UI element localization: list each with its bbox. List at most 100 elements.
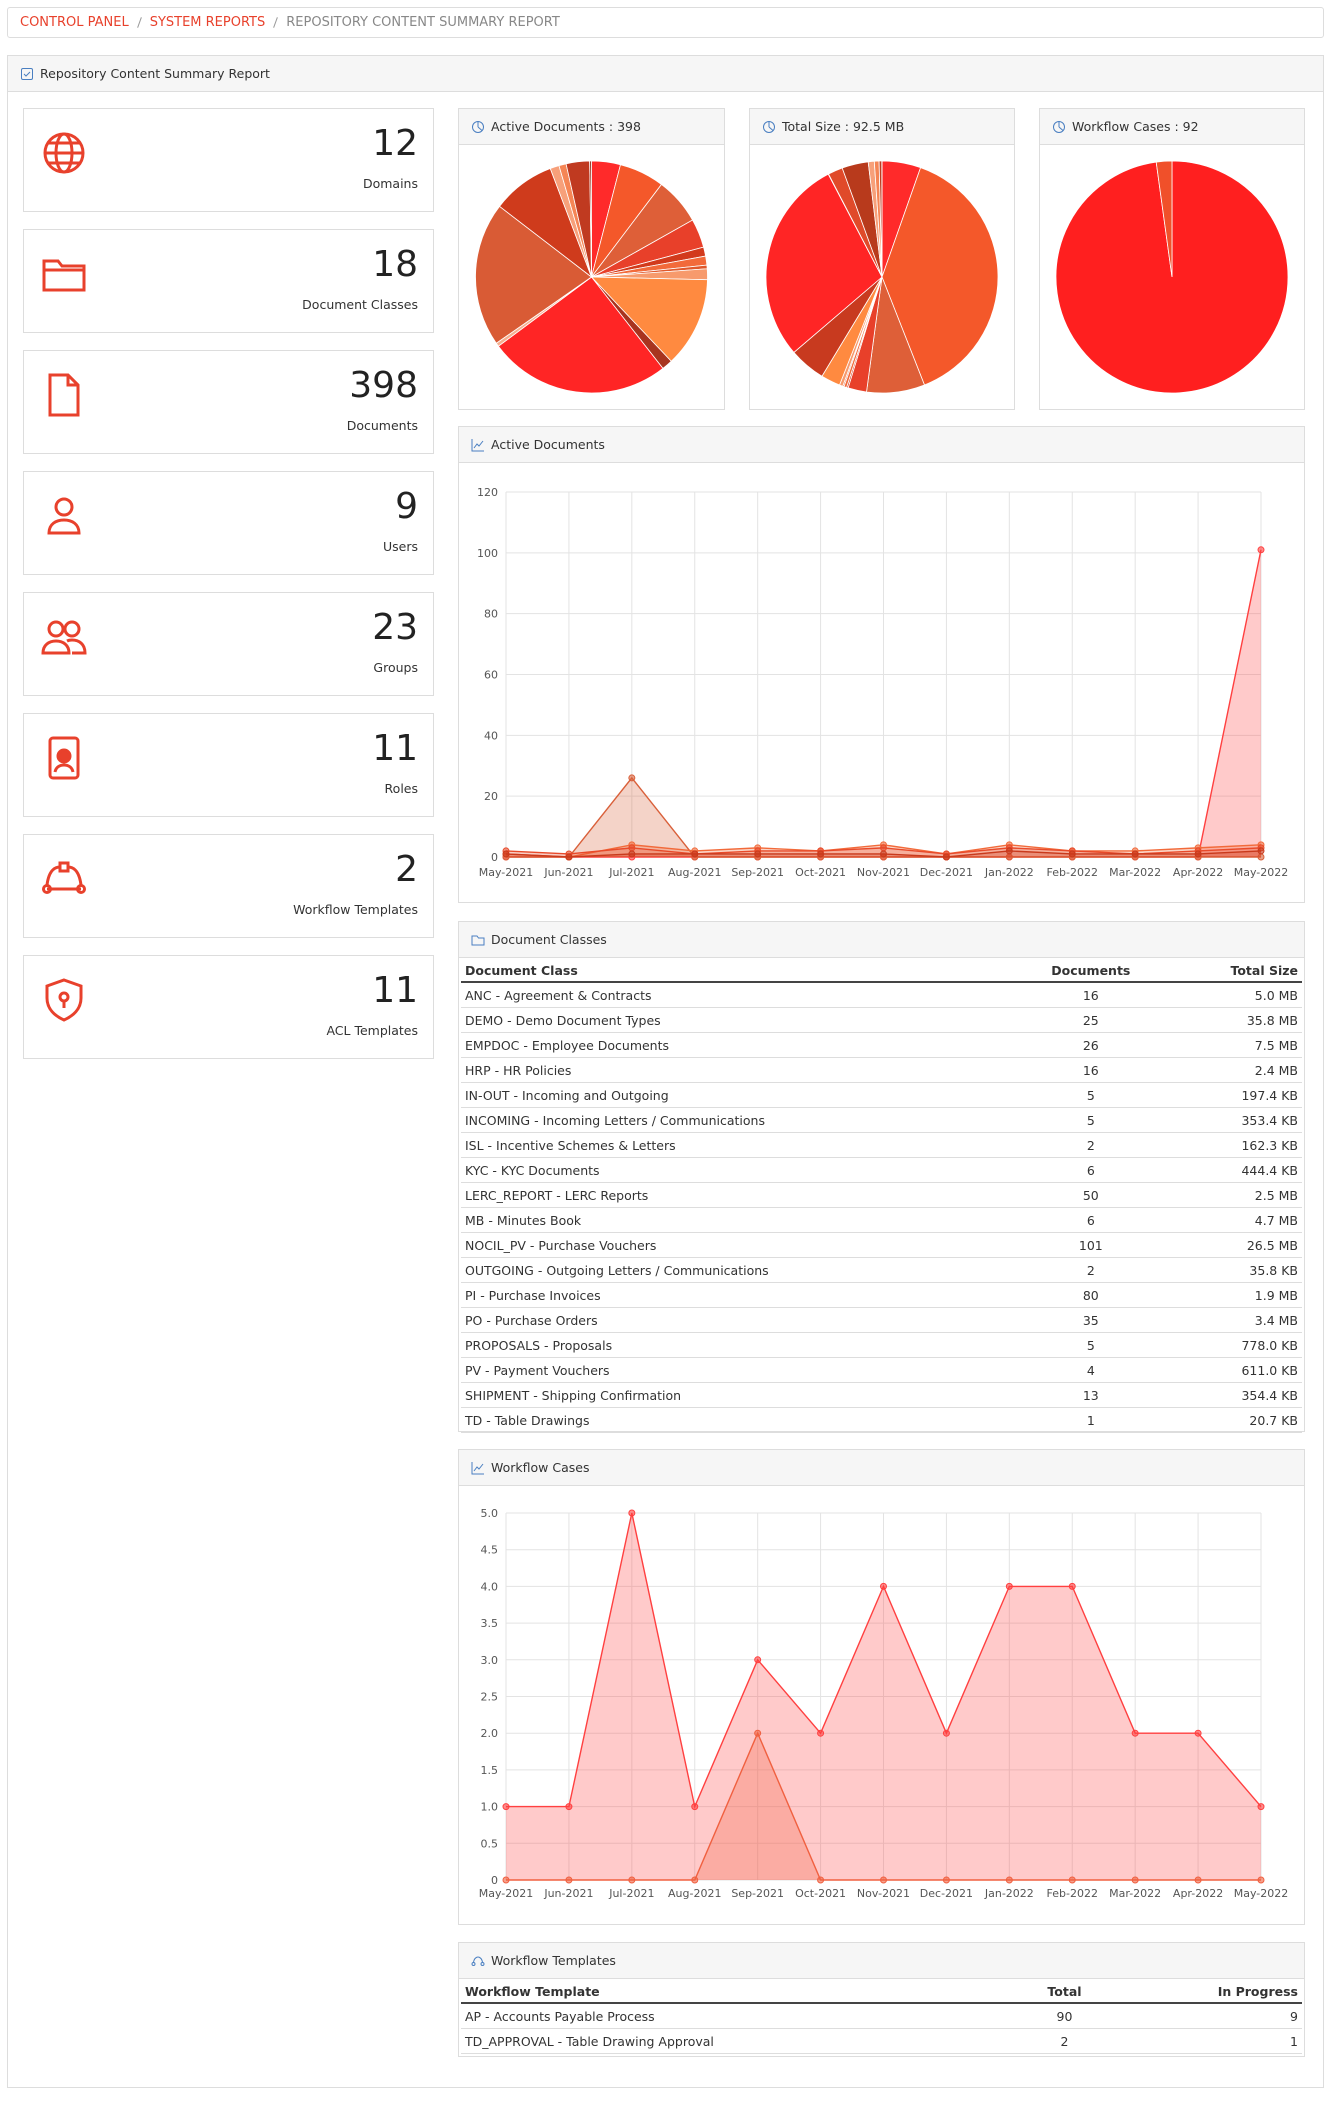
series-point xyxy=(1257,1876,1265,1884)
table-cell: OUTGOING - Outgoing Letters / Communicat… xyxy=(461,1257,1014,1283)
series-point xyxy=(628,850,636,858)
table-row: AP - Accounts Payable Process 90 9 xyxy=(461,2003,1302,2029)
pie-slice xyxy=(589,160,592,278)
series-point xyxy=(1131,1729,1139,1737)
table-cell: 35.8 MB xyxy=(1168,1007,1302,1033)
table-row: SHIPMENT - Shipping Confirmation 13 354.4 … xyxy=(461,1382,1302,1408)
panel-title: Workflow Cases xyxy=(491,1460,590,1475)
stat-icon xyxy=(48,373,80,417)
y-tick-label: 2.0 xyxy=(481,1727,499,1740)
stat-card: 23 Groups xyxy=(23,592,434,696)
x-tick-label: Jul-2021 xyxy=(608,866,654,879)
pie-slice xyxy=(590,276,708,362)
y-tick-label: 1.5 xyxy=(481,1764,499,1777)
pie-icon xyxy=(472,120,484,133)
table-cell: 26.5 MB xyxy=(1168,1232,1302,1258)
column-header: In Progress xyxy=(1110,1981,1302,2004)
table-header-row: Workflow Template Total In Progress xyxy=(461,1981,1302,2004)
table-cell: EMPDOC - Employee Documents xyxy=(461,1032,1014,1058)
table-cell: 7.5 MB xyxy=(1168,1032,1302,1058)
y-tick-label: 0 xyxy=(491,851,498,864)
stat-value: 398 xyxy=(349,365,418,406)
series-point xyxy=(1068,850,1076,858)
table-cell: 2 xyxy=(1018,2028,1111,2054)
table-row: PO - Purchase Orders 35 3.4 MB xyxy=(461,1307,1302,1333)
table-row: IN-OUT - Incoming and Outgoing 5 197.4 KB xyxy=(461,1082,1302,1108)
series-point xyxy=(880,1876,887,1884)
series-point xyxy=(1068,1876,1076,1884)
table-cell: PO - Purchase Orders xyxy=(461,1307,1014,1333)
x-tick-label: Apr-2022 xyxy=(1173,1887,1223,1900)
table-cell: 1.9 MB xyxy=(1168,1282,1302,1308)
table-row: TD - Table Drawings 1 20.7 KB xyxy=(461,1407,1302,1433)
column-header: Documents xyxy=(1013,960,1169,983)
breadcrumb-item[interactable]: SYSTEM REPORTS xyxy=(149,15,266,30)
x-tick-label: Nov-2021 xyxy=(857,866,910,879)
table-cell: PI - Purchase Invoices xyxy=(461,1282,1014,1308)
pie-slice xyxy=(475,205,593,344)
x-tick-label: Jun-2021 xyxy=(543,1887,593,1900)
x-tick-label: May-2022 xyxy=(1234,866,1289,879)
series-point xyxy=(565,1803,573,1811)
series-point xyxy=(942,1729,950,1737)
table-cell: 5.0 MB xyxy=(1168,982,1302,1008)
table-cell: 2 xyxy=(1013,1257,1169,1283)
x-tick-label: Feb-2022 xyxy=(1047,866,1098,879)
stat-label: ACL Templates xyxy=(326,1023,418,1038)
pie-slice xyxy=(765,173,883,353)
x-tick-label: May-2021 xyxy=(479,866,534,879)
x-tick-label: May-2022 xyxy=(1234,1887,1289,1900)
table-cell: 1 xyxy=(1110,2028,1302,2054)
table-row: EMPDOC - Employee Documents 26 7.5 MB xyxy=(461,1032,1302,1058)
series-area xyxy=(506,1513,1261,1880)
flow-icon xyxy=(471,1955,485,1966)
table-row: OUTGOING - Outgoing Letters / Communicat… xyxy=(461,1257,1302,1283)
chart-panel: Document Classes Document Class Documents T… xyxy=(458,921,1305,1433)
stat-card: 9 Users xyxy=(23,471,434,575)
x-tick-label: Jun-2021 xyxy=(543,866,593,879)
chart-panel: Total Size : 92.5 MB xyxy=(749,108,1015,410)
table-cell: 611.0 KB xyxy=(1168,1357,1302,1383)
panel-header: Document Classes xyxy=(459,922,1304,958)
series-point xyxy=(1005,847,1013,855)
breadcrumb-item[interactable]: CONTROL PANEL xyxy=(20,15,129,30)
y-tick-label: 120 xyxy=(477,486,498,499)
column-header: Total xyxy=(1018,1981,1111,2004)
stat-icon xyxy=(42,259,86,292)
x-tick-label: Jan-2022 xyxy=(984,866,1034,879)
series-point xyxy=(502,1803,510,1811)
table-cell: PV - Payment Vouchers xyxy=(461,1357,1014,1383)
series-point xyxy=(754,850,762,858)
series-point xyxy=(1005,1876,1013,1884)
panel-header: Workflow Templates xyxy=(459,1943,1304,1979)
table-wrap: Document Class Documents Total Size ANC - A… xyxy=(461,960,1302,1433)
pie-slice xyxy=(497,276,664,394)
stat-value: 9 xyxy=(395,486,418,527)
series-point xyxy=(1131,1876,1139,1884)
panel-header: Active Documents : 398 xyxy=(459,109,724,145)
y-tick-label: 4.5 xyxy=(481,1544,499,1557)
series-point xyxy=(817,850,825,858)
stat-icon xyxy=(45,978,83,1022)
table-row: ISL - Incentive Schemes & Letters 2 162.3 … xyxy=(461,1132,1302,1158)
table-cell: 25 xyxy=(1013,1007,1169,1033)
table-cell: 2 xyxy=(1013,1132,1169,1158)
stat-card: 12 Domains xyxy=(23,108,434,212)
column-header: Workflow Template xyxy=(461,1981,1019,2004)
table-cell: 6 xyxy=(1013,1207,1169,1233)
table-cell: 50 xyxy=(1013,1182,1169,1208)
table-cell: 197.4 KB xyxy=(1168,1082,1302,1108)
table-cell: 162.3 KB xyxy=(1168,1132,1302,1158)
x-tick-label: Mar-2022 xyxy=(1109,1887,1161,1900)
table-cell: 16 xyxy=(1013,1057,1169,1083)
series-point xyxy=(628,844,636,852)
stat-card: 2 Workflow Templates xyxy=(23,834,434,938)
series-point xyxy=(880,844,887,852)
stat-label: Roles xyxy=(384,781,418,796)
series-point xyxy=(565,1876,573,1884)
stat-icon xyxy=(48,736,80,780)
table-row: KYC - KYC Documents 6 444.4 KB xyxy=(461,1157,1302,1183)
y-tick-label: 3.5 xyxy=(481,1617,499,1630)
series-point xyxy=(502,850,510,858)
series-point xyxy=(817,1876,825,1884)
